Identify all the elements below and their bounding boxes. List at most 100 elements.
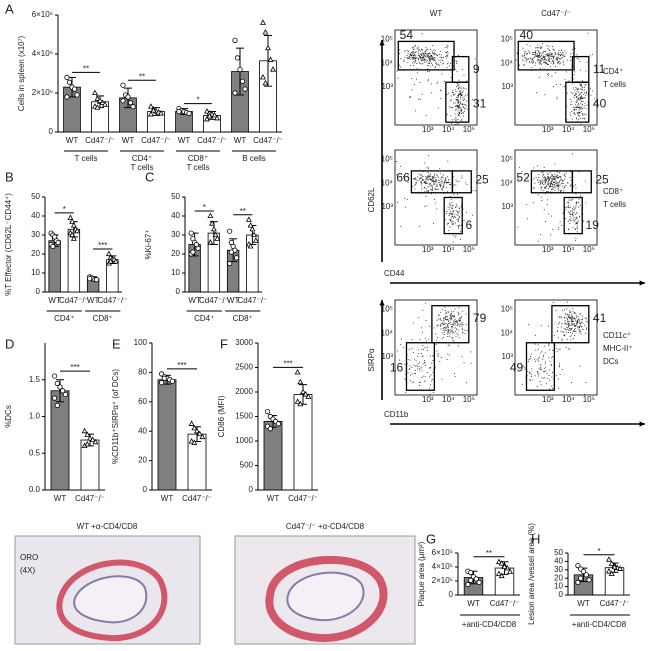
flow-event — [455, 206, 457, 208]
flow-event — [448, 330, 450, 332]
data-point — [251, 231, 258, 238]
data-point — [245, 216, 252, 222]
data-point — [51, 395, 58, 401]
flow-event — [561, 182, 563, 184]
flow-event — [443, 334, 445, 335]
flow-event — [570, 217, 572, 219]
flow-event — [448, 322, 450, 324]
flow-event — [457, 329, 459, 331]
flow-event — [531, 58, 533, 60]
flow-event — [538, 52, 540, 54]
flow-event — [454, 308, 456, 310]
flow-event — [423, 52, 425, 54]
flow-event — [571, 324, 573, 326]
flow-event — [562, 180, 564, 181]
flow-event — [460, 225, 462, 227]
flow-event — [413, 61, 415, 63]
flow-event — [463, 220, 465, 221]
flow-event — [464, 103, 466, 105]
flow-event — [552, 63, 554, 65]
x-tick-label: WT — [48, 296, 61, 305]
flow-event — [582, 97, 584, 99]
flow-event — [544, 362, 546, 364]
flow-event — [549, 57, 550, 59]
flow-event — [524, 55, 526, 57]
flow-event — [446, 47, 448, 49]
flow-event — [551, 175, 553, 176]
flow-y-tick: 10⁵ — [501, 35, 513, 44]
flow-event — [576, 54, 578, 56]
data-point — [233, 255, 240, 261]
flow-event — [557, 331, 559, 332]
flow-event — [560, 182, 562, 184]
flow-event — [451, 332, 453, 334]
flow-event — [539, 52, 540, 54]
note: +anti-CD4/CD8 — [462, 620, 517, 629]
flow-event — [449, 331, 451, 333]
significance-label: *** — [177, 361, 186, 370]
flow-event — [561, 323, 563, 325]
flow-event — [572, 330, 574, 332]
flow-event — [583, 106, 585, 108]
flow-event — [536, 47, 538, 48]
flow-event — [544, 352, 546, 354]
flow-event — [574, 48, 576, 50]
flow-event — [537, 59, 539, 60]
flow-event — [443, 323, 445, 325]
flow-event — [576, 201, 578, 203]
flow-event — [447, 45, 449, 47]
flow-event — [558, 322, 560, 324]
flow-event — [534, 343, 536, 345]
flow-event — [533, 53, 535, 55]
flow-event — [462, 324, 464, 326]
flow-event — [436, 62, 437, 64]
data-point — [93, 277, 100, 283]
flow-event — [437, 354, 439, 356]
data-point — [191, 424, 198, 431]
flow-event — [428, 168, 430, 170]
flow-event — [444, 331, 446, 333]
y-tick-label: 30 — [554, 565, 563, 574]
y-tick-label: 0 — [449, 590, 454, 599]
flow-event — [443, 317, 444, 319]
flow-event — [576, 324, 578, 326]
flow-event — [399, 53, 401, 54]
flow-event — [421, 54, 423, 56]
flow-event — [431, 189, 433, 191]
flow-event — [524, 57, 526, 59]
flow-event — [584, 86, 586, 88]
x-tick-label: WT — [87, 296, 100, 305]
flow-event — [576, 212, 578, 214]
flow-event — [443, 327, 445, 329]
flow-event — [565, 346, 567, 348]
y-tick-label: 2×10⁵ — [432, 576, 453, 585]
flow-event — [408, 57, 410, 59]
flow-event — [420, 57, 422, 59]
flow-event — [518, 177, 520, 179]
flow-event — [414, 60, 416, 62]
flow-event — [579, 330, 581, 332]
flow-event — [570, 321, 572, 323]
flow-event — [590, 94, 592, 96]
flow-event — [446, 311, 448, 313]
flow-event — [457, 221, 459, 222]
flow-event — [448, 328, 450, 330]
flow-event — [542, 52, 544, 54]
flow-x-tick: 10⁵ — [463, 245, 475, 254]
flow-event — [541, 53, 543, 55]
flow-event — [443, 57, 445, 59]
flow-event — [524, 56, 526, 58]
data-point — [55, 240, 61, 246]
flow-event — [457, 94, 459, 96]
flow-event — [457, 106, 459, 108]
flow-event — [579, 117, 581, 119]
data-point — [102, 101, 109, 107]
flow-event — [434, 181, 436, 183]
flow-event — [414, 358, 416, 360]
flow-event — [540, 234, 541, 236]
flow-event — [553, 335, 555, 337]
flow-event — [541, 181, 543, 183]
flow-event — [559, 366, 560, 368]
flow-event — [555, 58, 557, 60]
